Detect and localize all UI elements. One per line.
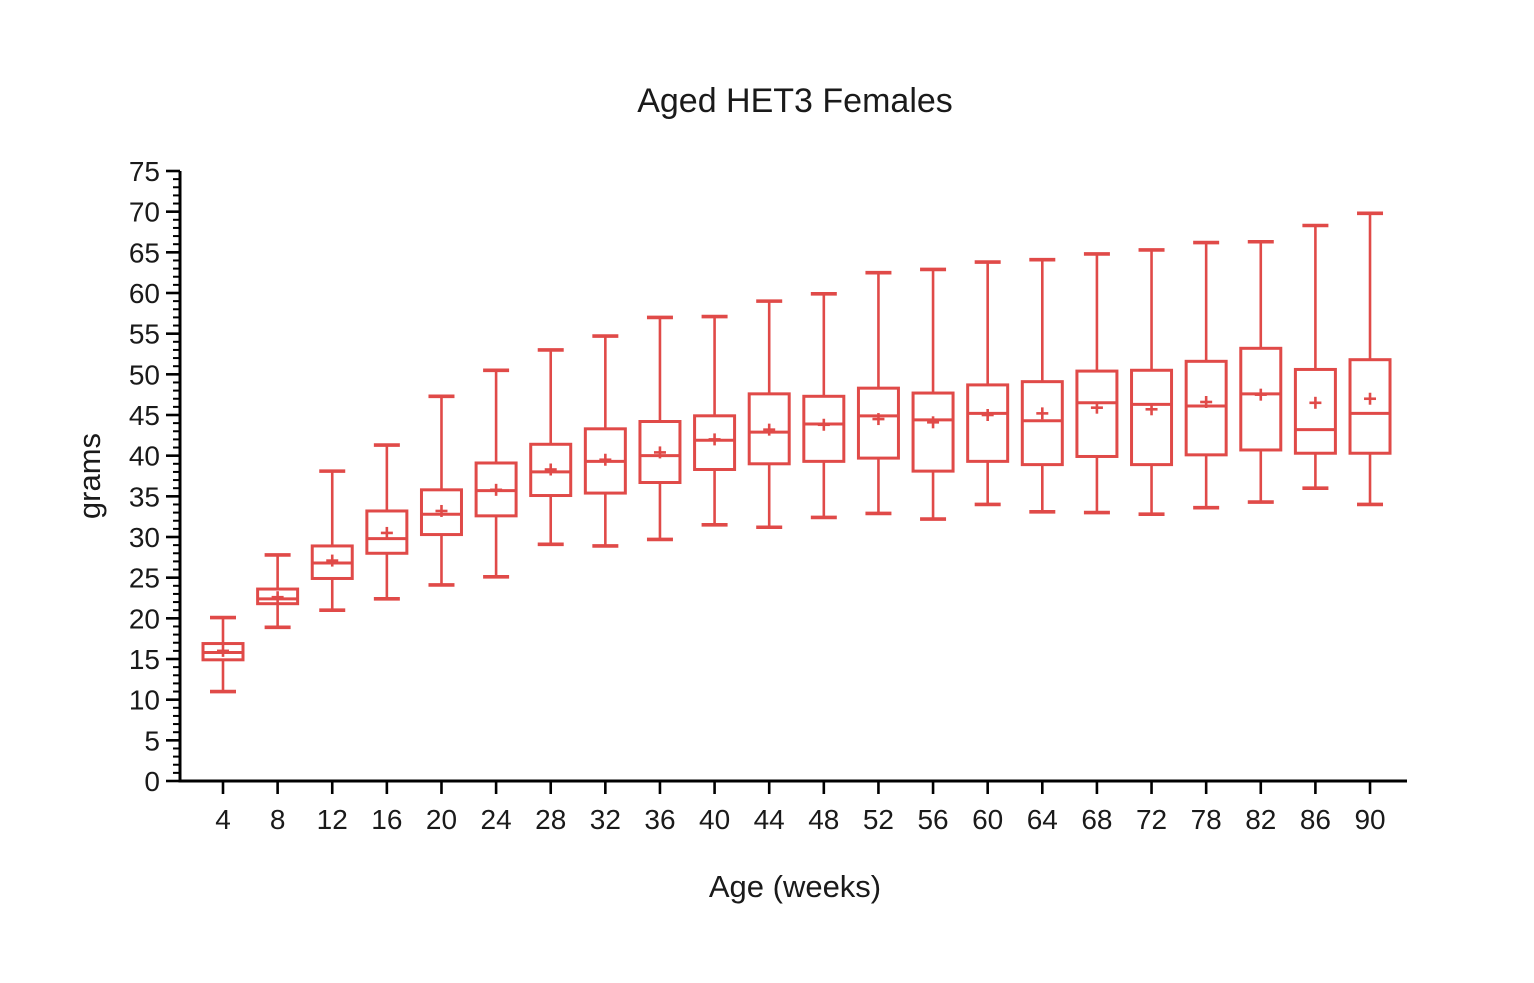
box-plot-age-8: [256, 553, 300, 630]
box-plot-age-44: [747, 299, 791, 530]
x-tick-label: 32: [590, 804, 621, 835]
x-tick-label: 28: [535, 804, 566, 835]
box-plot-age-36: [638, 315, 682, 542]
x-tick-label: 20: [426, 804, 457, 835]
x-axis-title: Age (weeks): [709, 869, 881, 904]
iqr-box: [1075, 369, 1119, 458]
box-plot-age-60: [966, 260, 1010, 507]
x-tick-label: 24: [481, 804, 512, 835]
x-tick-label: 68: [1081, 804, 1112, 835]
box-plot-age-64: [1020, 257, 1064, 514]
x-tick-label: 86: [1300, 804, 1331, 835]
y-tick-label: 0: [144, 766, 160, 797]
x-tick-label: 36: [644, 804, 675, 835]
y-tick-label: 75: [129, 156, 160, 187]
y-tick-label: 70: [129, 197, 160, 228]
x-tick-label: 48: [808, 804, 839, 835]
box-plot-age-28: [529, 348, 573, 547]
box-plot-age-86: [1293, 223, 1337, 491]
box-plot-age-72: [1130, 248, 1174, 517]
box-plot-age-48: [802, 292, 846, 520]
chart-title: Aged HET3 Females: [637, 82, 953, 120]
y-tick-label: 65: [129, 237, 160, 268]
y-axis-title: grams: [72, 433, 107, 519]
y-tick-label: 30: [129, 522, 160, 553]
x-tick-label: 60: [972, 804, 1003, 835]
iqr-box: [1130, 368, 1174, 467]
box-plot-age-82: [1239, 239, 1283, 504]
y-tick-label: 20: [129, 603, 160, 634]
y-tick-label: 50: [129, 359, 160, 390]
iqr-box: [966, 383, 1010, 463]
x-tick-label: 82: [1245, 804, 1276, 835]
x-tick-label: 90: [1354, 804, 1385, 835]
box-plot-age-56: [911, 267, 955, 521]
box-plot-age-20: [419, 394, 463, 587]
x-tick-label: 8: [270, 804, 286, 835]
y-tick-label: 55: [129, 319, 160, 350]
y-tick-label: 40: [129, 441, 160, 472]
iqr-box: [911, 391, 955, 473]
x-tick-label: 44: [754, 804, 785, 835]
x-tick-label: 78: [1191, 804, 1222, 835]
x-tick-label: 40: [699, 804, 730, 835]
y-axis: 0 5 10 15 20 25 30 35 40 45 50 55 60 65 70 75: [129, 156, 182, 797]
box-plot-age-40: [693, 314, 737, 527]
box-plot-age-68: [1075, 252, 1119, 515]
iqr-box: [1184, 359, 1228, 457]
y-tick-label: 45: [129, 400, 160, 431]
box-plot-age-4: [201, 615, 245, 694]
box-plot-age-52: [856, 270, 900, 516]
box-series: [201, 211, 1392, 694]
iqr-box: [1020, 380, 1064, 467]
x-axis: 4 8 12 16 20 24 28 32 36 40 44 48 52 56 60 64 68 72 78 82 86…: [180, 779, 1407, 835]
y-tick-label: 25: [129, 563, 160, 594]
y-tick-label: 35: [129, 481, 160, 512]
x-tick-label: 56: [917, 804, 948, 835]
iqr-box: [1348, 358, 1392, 455]
y-tick-label: 10: [129, 685, 160, 716]
x-tick-label: 72: [1136, 804, 1167, 835]
x-tick-label: 64: [1027, 804, 1058, 835]
box-plot-age-90: [1348, 211, 1392, 507]
y-tick-label: 60: [129, 278, 160, 309]
x-tick-label: 4: [215, 804, 231, 835]
x-tick-label: 16: [371, 804, 402, 835]
box-plot-age-16: [365, 443, 409, 601]
iqr-box: [1293, 367, 1337, 455]
y-tick-label: 5: [144, 725, 160, 756]
box-plot-age-12: [310, 469, 354, 613]
x-tick-label: 52: [863, 804, 894, 835]
x-tick-label: 12: [317, 804, 348, 835]
box-plot-age-78: [1184, 240, 1228, 510]
y-tick-label: 15: [129, 644, 160, 675]
box-plot-age-24: [474, 368, 518, 579]
box-plot-age-32: [583, 334, 627, 548]
